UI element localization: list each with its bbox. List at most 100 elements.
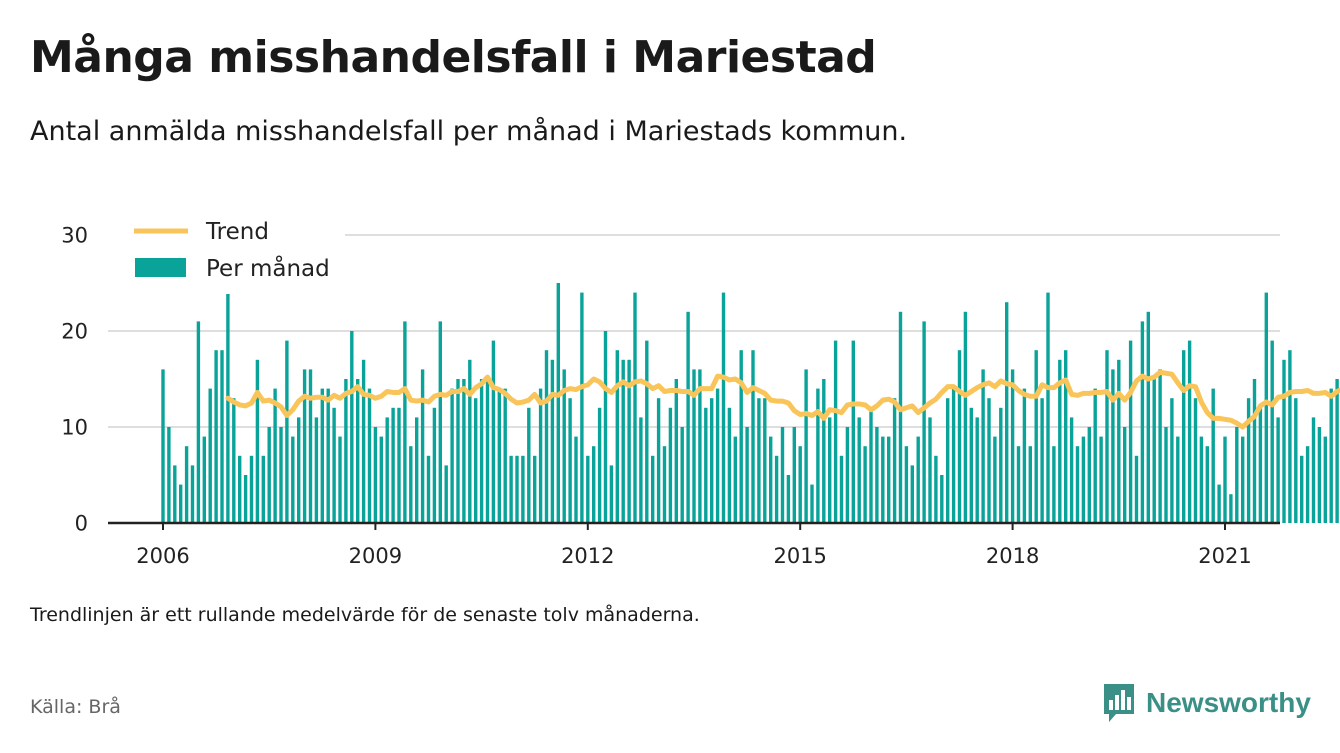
- bar: [881, 436, 885, 523]
- bar: [662, 446, 667, 523]
- bar: [951, 388, 956, 523]
- bar: [774, 455, 779, 523]
- bar: [1123, 427, 1127, 523]
- bar: [373, 427, 378, 523]
- bar: [226, 292, 230, 523]
- bar: [1270, 340, 1274, 523]
- y-tick-label: 10: [61, 416, 88, 440]
- bar: [1046, 292, 1050, 523]
- bar: [1111, 369, 1115, 523]
- y-tick-label: 30: [61, 224, 88, 248]
- bar: [509, 455, 513, 523]
- bar: [533, 455, 537, 523]
- bar: [833, 340, 838, 523]
- bar: [1282, 359, 1286, 523]
- bar: [822, 379, 826, 523]
- bar: [1105, 350, 1109, 523]
- bar: [438, 321, 442, 523]
- bar: [656, 398, 661, 523]
- bar: [1193, 398, 1198, 523]
- bar: [426, 455, 431, 523]
- bar: [320, 388, 324, 523]
- bar: [739, 350, 743, 523]
- bar: [1058, 359, 1062, 523]
- bar: [409, 446, 413, 523]
- bar: [810, 484, 814, 523]
- bar: [1223, 436, 1227, 523]
- bar: [704, 407, 708, 523]
- bar: [1311, 417, 1316, 523]
- bar: [745, 427, 749, 523]
- bar: [497, 388, 501, 523]
- bar: [963, 311, 968, 523]
- bar: [645, 340, 649, 523]
- bar: [474, 398, 478, 523]
- bar: [957, 350, 962, 523]
- bar: [975, 417, 979, 523]
- legend-bar-label: Per månad: [206, 254, 330, 282]
- x-tick-label: 2006: [136, 544, 189, 568]
- bar: [1276, 417, 1280, 523]
- bar: [580, 292, 584, 523]
- brand-logo[interactable]: Newsworthy: [1102, 681, 1311, 725]
- bar: [763, 398, 767, 523]
- bar: [456, 379, 460, 523]
- bar: [1010, 369, 1015, 523]
- bar: [987, 398, 991, 523]
- bar: [721, 292, 726, 523]
- bar: [839, 455, 844, 523]
- bar: [538, 388, 543, 523]
- bar: [597, 407, 602, 523]
- monthly-bars: [161, 283, 1339, 523]
- bar: [568, 398, 572, 523]
- legend-bar-swatch: [135, 258, 186, 277]
- bar: [179, 484, 183, 523]
- bar: [238, 455, 242, 523]
- bar: [450, 388, 454, 523]
- y-tick-label: 0: [75, 512, 88, 536]
- bar: [639, 417, 643, 523]
- bar: [946, 398, 950, 523]
- axes: 01020302006200920122015201820212024: [61, 224, 1280, 568]
- x-tick-label: 2015: [773, 544, 826, 568]
- bar: [1294, 398, 1298, 523]
- bar: [397, 407, 401, 523]
- bar: [940, 475, 944, 523]
- bar: [875, 427, 879, 523]
- bar: [1016, 446, 1021, 523]
- bar: [651, 455, 655, 523]
- bar: [1199, 436, 1204, 523]
- bar: [255, 359, 260, 523]
- bar: [1099, 436, 1103, 523]
- brand-name: Newsworthy: [1146, 687, 1311, 718]
- bar: [249, 455, 254, 523]
- bar: [828, 417, 832, 523]
- bar: [780, 427, 785, 523]
- bar: [633, 292, 637, 523]
- bar: [214, 350, 218, 523]
- bar: [609, 465, 614, 523]
- bar: [332, 407, 336, 523]
- bar: [1187, 340, 1192, 523]
- bar: [993, 436, 997, 523]
- bar: [1146, 311, 1150, 523]
- bar: [668, 407, 673, 523]
- bar: [338, 436, 342, 523]
- bar: [898, 311, 903, 523]
- bar: [1034, 350, 1038, 523]
- bar: [769, 436, 773, 523]
- bar: [1075, 446, 1080, 523]
- bar: [515, 455, 519, 523]
- bar: [1128, 340, 1133, 523]
- bar: [1170, 398, 1174, 523]
- bar: [786, 475, 791, 523]
- bar: [1069, 417, 1074, 523]
- bar: [910, 465, 914, 523]
- bar-chart: 01020302006200920122015201820212024 Tren…: [61, 218, 1340, 568]
- bar: [1235, 427, 1239, 523]
- bar: [981, 369, 985, 523]
- bar: [173, 465, 177, 523]
- chart-title: Många misshandelsfall i Mariestad: [30, 32, 877, 83]
- bar: [544, 350, 549, 523]
- bar: [208, 388, 212, 523]
